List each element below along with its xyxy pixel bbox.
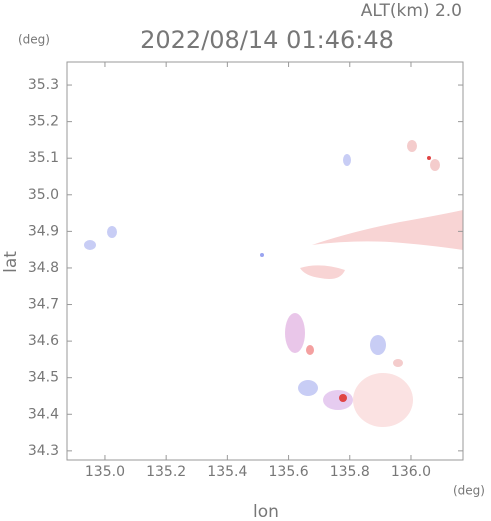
x-tick-label: 135.0 [85,464,125,480]
y-tick-label: 35.0 [28,187,59,203]
y-tick-label: 35.2 [28,114,59,130]
altitude-label: ALT(km) 2.0 [361,1,462,21]
y-tick-label: 34.9 [28,223,59,239]
y-tick-label: 34.8 [28,260,59,276]
x-label: lon [253,502,279,521]
y-tick-label: 34.5 [28,370,59,386]
y-tick-label: 34.4 [28,406,59,422]
y-label: lat [1,251,21,273]
y-tick-label: 34.7 [28,297,59,313]
y-tick-label: 34.3 [28,443,59,459]
y-unit: (deg) [18,33,50,47]
x-unit: (deg) [453,484,485,498]
x-tick-label: 135.2 [146,464,186,480]
radar-echoes [84,140,463,427]
x-tick-label: 135.6 [269,464,309,480]
y-tick-label: 34.6 [28,333,59,349]
x-tick-label: 135.4 [207,464,247,480]
x-tick-label: 135.8 [330,464,370,480]
plot-frame [66,61,464,461]
y-tick-label: 35.1 [28,150,59,166]
x-tick-label: 136.0 [391,464,431,480]
y-tick-label: 35.3 [28,77,59,93]
chart-title: 2022/08/14 01:46:48 [140,26,394,54]
